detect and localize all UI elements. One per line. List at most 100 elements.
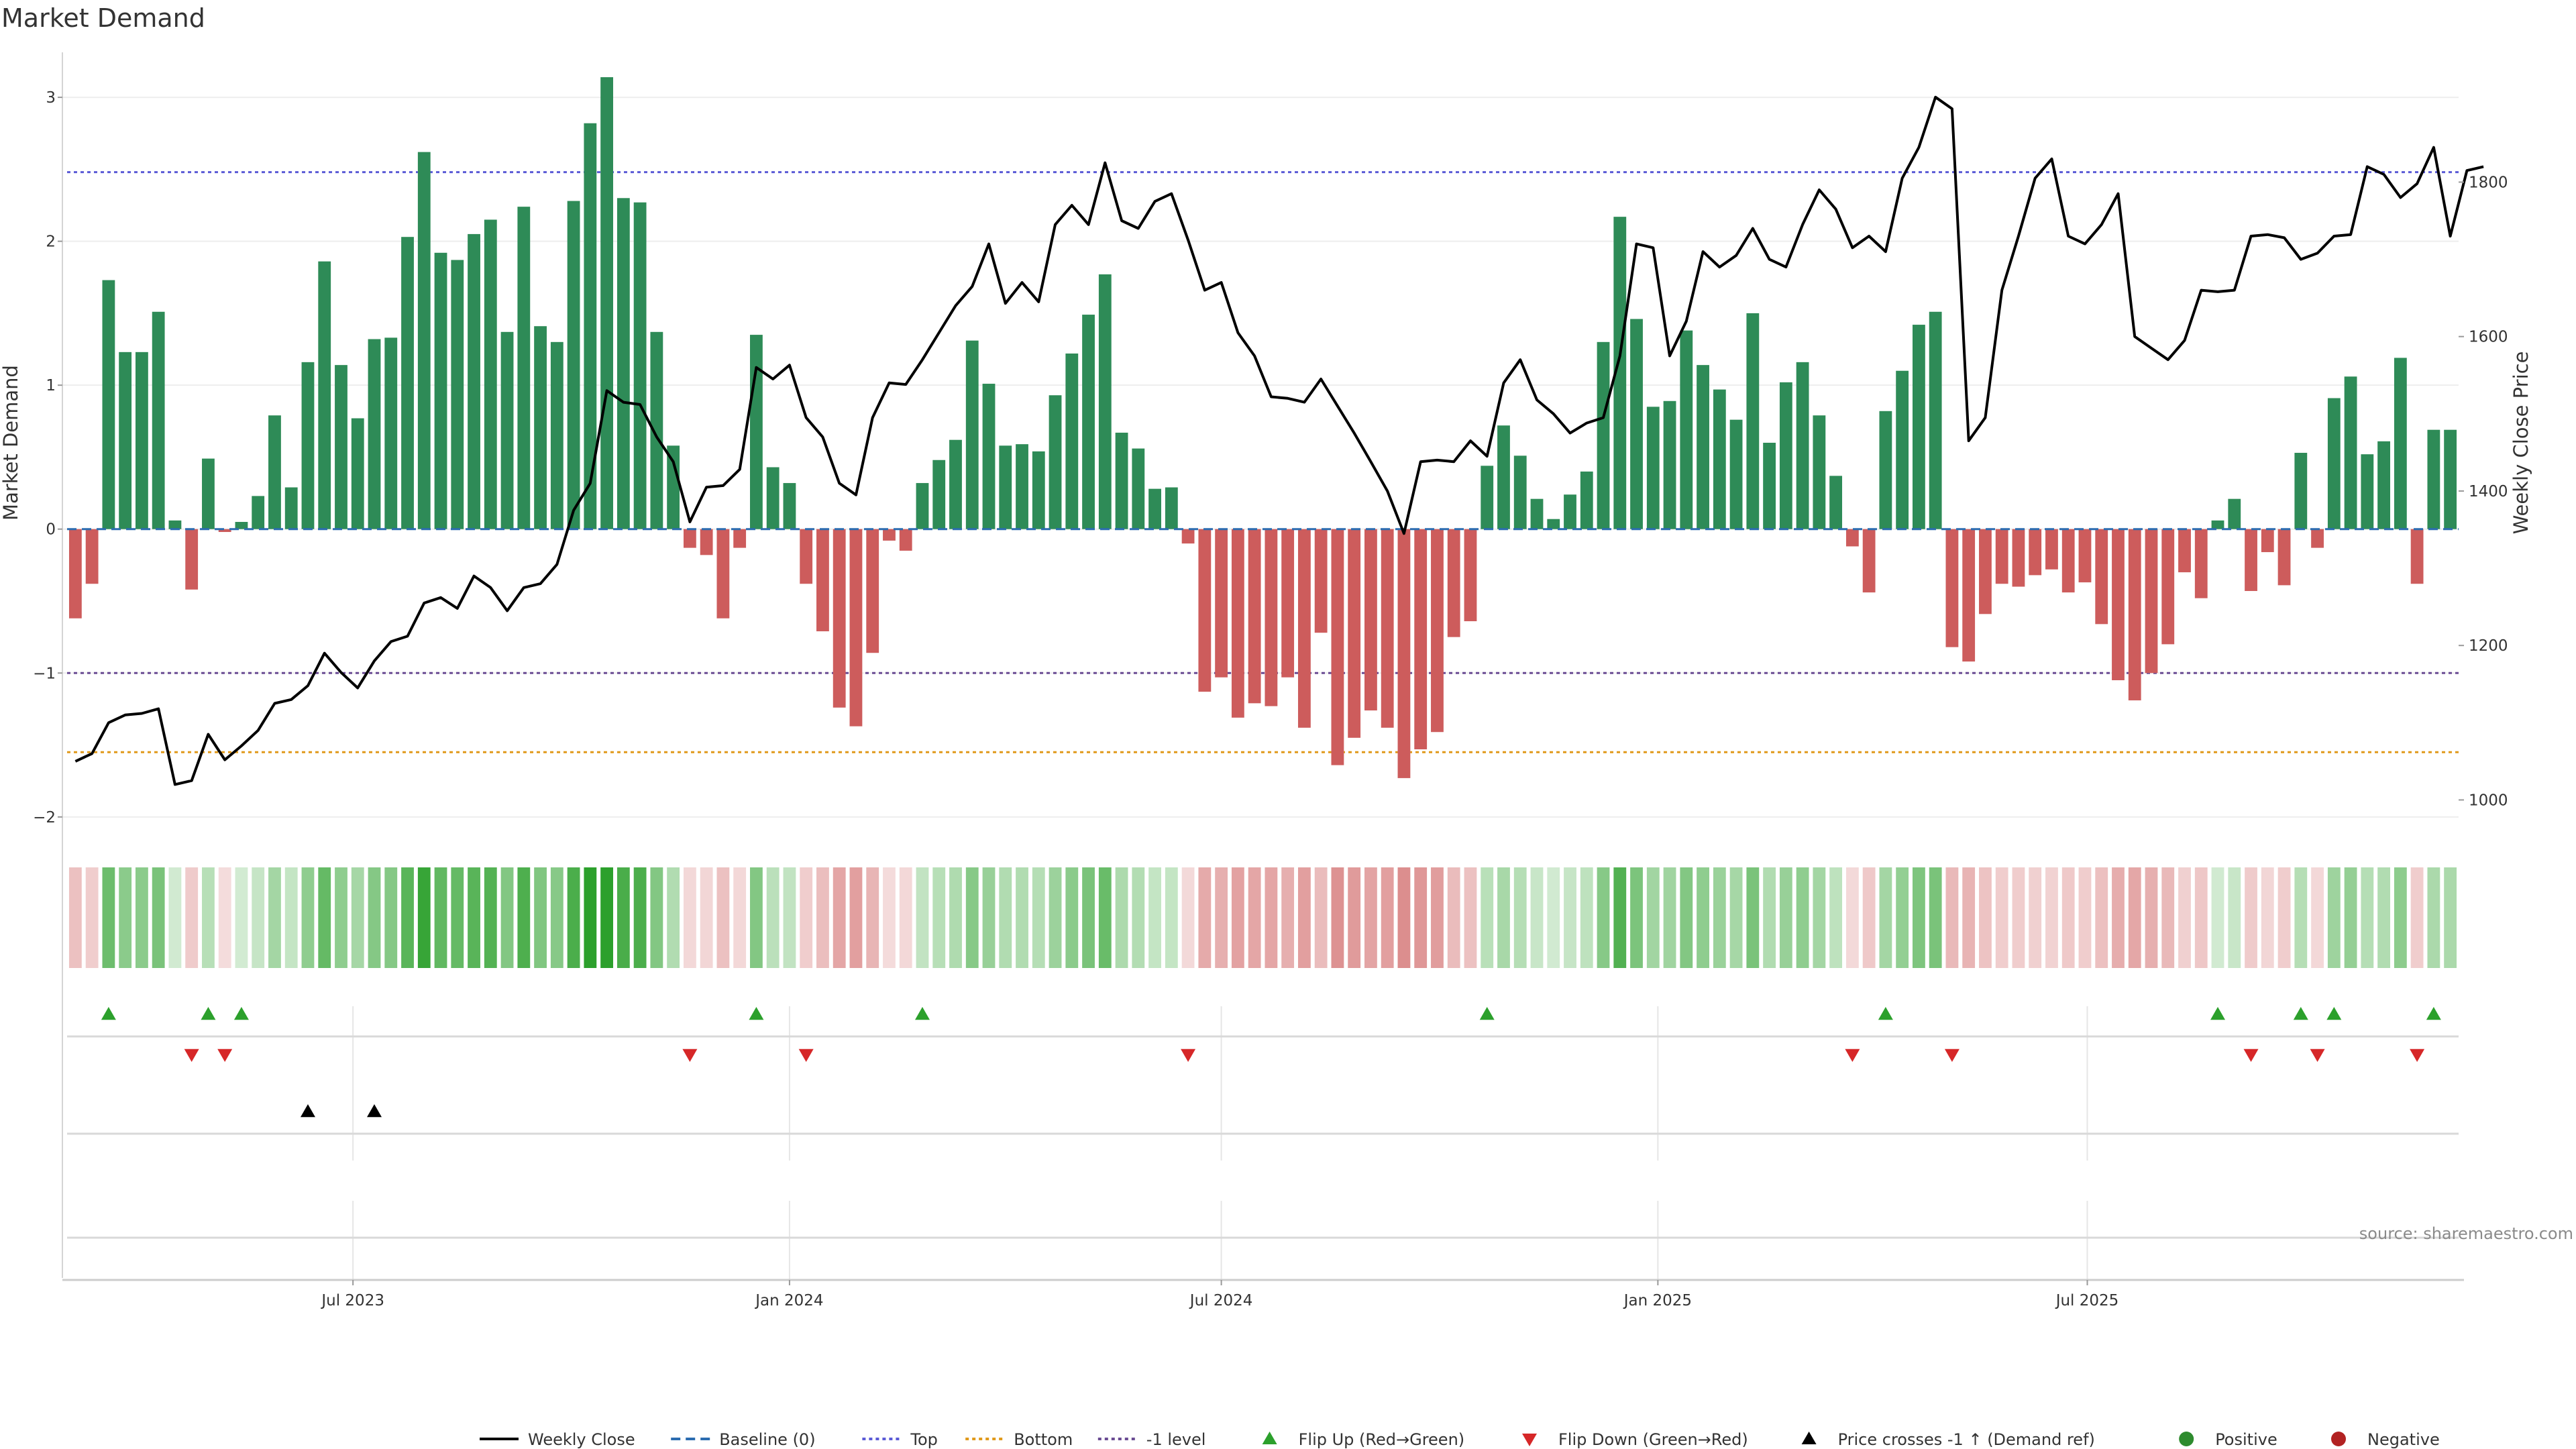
heat-cell — [185, 867, 199, 968]
demand-bar — [866, 529, 879, 653]
heat-cell — [866, 867, 879, 968]
heat-cell — [667, 867, 680, 968]
heat-cell — [1763, 867, 1776, 968]
demand-bar — [1713, 389, 1726, 529]
demand-bar — [451, 260, 464, 529]
heat-cell — [999, 867, 1012, 968]
heat-cell — [750, 867, 763, 968]
flip-up-marker — [914, 1007, 930, 1020]
heat-cell — [500, 867, 514, 968]
price-cross-marker — [367, 1104, 382, 1118]
y-axis-title: Market Demand — [0, 365, 22, 521]
demand-bar — [1016, 444, 1028, 529]
heat-cell — [766, 867, 780, 968]
demand-bar — [1165, 487, 1178, 529]
heat-cell — [700, 867, 713, 968]
heat-cell — [1929, 867, 1942, 968]
heat-cell — [1597, 867, 1610, 968]
heat-cell — [1098, 867, 1112, 968]
demand-bar — [1862, 529, 1876, 593]
demand-bar — [683, 529, 696, 548]
heat-cell — [1613, 867, 1627, 968]
heat-cell — [1231, 867, 1244, 968]
heat-cell — [384, 867, 398, 968]
demand-bar — [783, 483, 796, 529]
demand-bar — [2327, 398, 2341, 529]
weekly-close-line — [74, 95, 2484, 786]
heat-cell — [252, 867, 265, 968]
demand-bar — [949, 439, 962, 529]
legend-label: Weekly Close — [528, 1430, 635, 1449]
heat-cell — [1646, 867, 1660, 968]
demand-bar — [2277, 529, 2291, 586]
flip-up-marker — [101, 1007, 116, 1020]
demand-bar — [550, 341, 564, 529]
heat-cell — [2311, 867, 2324, 968]
flip-up-marker — [2326, 1007, 2342, 1020]
demand-bar — [1215, 529, 1228, 678]
y2-tick-label: 1200 — [2469, 637, 2508, 655]
legend-swatch — [1262, 1432, 1277, 1444]
legend-label: Positive — [2215, 1430, 2277, 1449]
flip-down-marker — [217, 1049, 233, 1062]
demand-bar — [135, 352, 148, 529]
heat-cell — [534, 867, 547, 968]
flip-down-marker — [1845, 1049, 1860, 1062]
heat-cell — [1381, 867, 1394, 968]
demand-bar — [434, 252, 447, 529]
heat-cell — [1397, 867, 1411, 968]
demand-bar — [2145, 529, 2158, 674]
demand-bar — [1497, 425, 1510, 529]
heat-cell — [1547, 867, 1560, 968]
heat-cell — [1962, 867, 1976, 968]
heat-cell — [733, 867, 747, 968]
heat-cell — [284, 867, 298, 968]
demand-bar — [584, 123, 597, 529]
heat-cell — [1165, 867, 1178, 968]
heat-cell — [1697, 867, 1709, 968]
heat-cell — [1979, 867, 1992, 968]
demand-bar — [417, 152, 431, 529]
demand-bar — [650, 331, 663, 529]
heat-cell — [1447, 867, 1460, 968]
heat-cell — [1364, 867, 1377, 968]
demand-bar — [1945, 529, 1959, 647]
heat-cell — [616, 867, 630, 968]
legend-label: -1 level — [1146, 1430, 1206, 1449]
legend-label: Flip Down (Green→Red) — [1558, 1430, 1748, 1449]
demand-bar — [1630, 319, 1643, 529]
demand-bar — [2045, 529, 2058, 570]
x-tick-label: Jan 2025 — [1623, 1292, 1692, 1309]
demand-bar — [1447, 529, 1460, 637]
demand-bar — [916, 483, 929, 529]
demand-bar — [2211, 520, 2224, 529]
demand-bar — [1032, 451, 1045, 529]
demand-bar — [1962, 529, 1976, 662]
x-tick-label: Jul 2025 — [2055, 1292, 2119, 1309]
heat-cell — [2012, 867, 2025, 968]
demand-bar — [1597, 341, 1610, 529]
heat-cell — [1829, 867, 1843, 968]
demand-bar — [733, 529, 747, 548]
demand-bar — [1381, 529, 1394, 728]
demand-bar — [1613, 217, 1627, 529]
heat-cell — [949, 867, 962, 968]
demand-bar — [883, 529, 896, 541]
demand-bar — [633, 202, 647, 529]
demand-bar — [1314, 529, 1328, 633]
heat-cell — [1497, 867, 1510, 968]
heat-cell — [1016, 867, 1028, 968]
demand-bar — [401, 237, 414, 529]
demand-bar — [800, 529, 813, 584]
heat-cell — [816, 867, 829, 968]
demand-bar — [168, 520, 182, 529]
demand-bar — [2245, 529, 2257, 591]
heat-cell — [1348, 867, 1361, 968]
demand-bar — [218, 529, 231, 533]
heat-cell — [301, 867, 315, 968]
flip-up-marker — [1479, 1007, 1495, 1020]
demand-bar — [716, 529, 730, 619]
heat-cell — [517, 867, 531, 968]
heat-cell — [833, 867, 846, 968]
heat-cell — [1181, 867, 1195, 968]
